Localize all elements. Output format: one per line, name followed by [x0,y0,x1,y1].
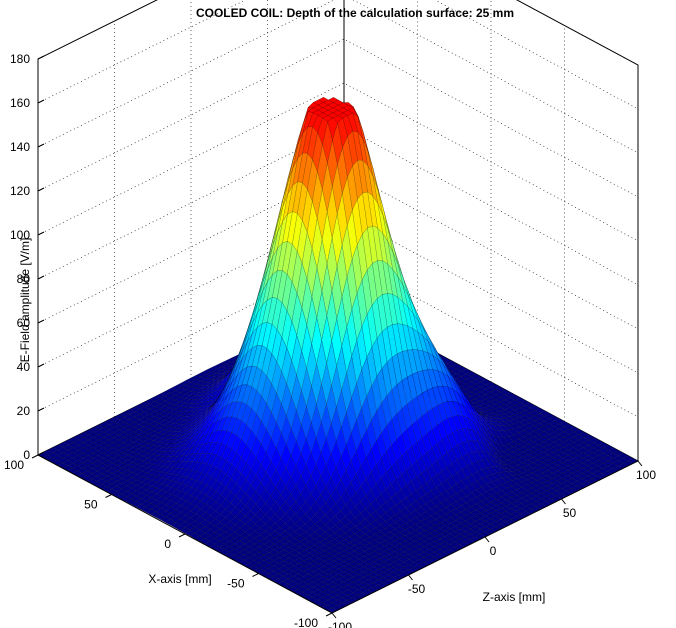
x-tick-label: 100 [4,458,24,472]
y-tick-mark [409,575,413,580]
y-tick-label: -100 [328,620,352,628]
z-tick-label: 140 [10,140,30,154]
y-tick-label: 50 [563,506,577,520]
x-tick-mark [326,613,332,616]
chart-title: COOLED COIL: Depth of the calculation su… [196,6,514,20]
z-tick-label: 160 [10,96,30,110]
x-tick-label: 0 [164,537,171,551]
z-tick-label: 20 [17,404,31,418]
x-axis-label: X-axis [mm] [148,572,211,586]
x-tick-label: -50 [227,577,245,591]
x-tick-mark [32,455,38,458]
z-axis-label: E-Field amplitude [V/m] [18,238,32,363]
y-tick-label: 100 [636,468,656,482]
x-tick-label: 50 [84,498,98,512]
y-tick-mark [562,499,566,504]
z-tick-label: 0 [23,448,30,462]
y-tick-label: 0 [490,544,497,558]
x-tick-mark [253,574,259,577]
z-tick-label: 120 [10,184,30,198]
x-tick-mark [179,534,185,537]
x-tick-label: -100 [294,616,318,628]
y-tick-mark [485,537,489,542]
z-tick-label: 180 [10,52,30,66]
x-tick-mark [106,495,112,498]
y-axis-label: Z-axis [mm] [483,590,546,604]
y-tick-mark [638,461,642,466]
y-tick-label: -50 [408,582,426,596]
y-tick-mark [332,613,336,618]
